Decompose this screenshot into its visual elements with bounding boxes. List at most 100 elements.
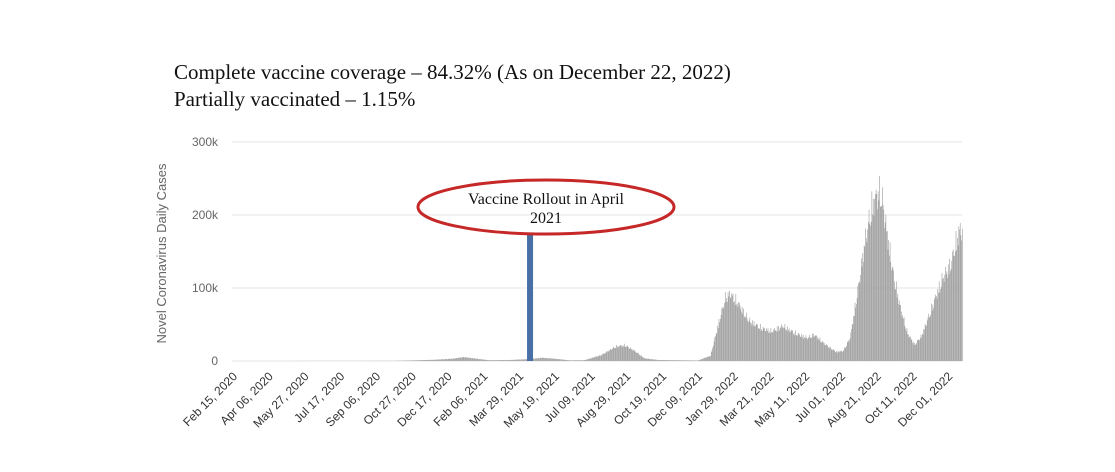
case-bar xyxy=(614,348,615,361)
case-bar xyxy=(755,325,756,361)
case-bar xyxy=(820,342,821,361)
case-bar xyxy=(480,359,482,361)
case-bar xyxy=(624,346,626,361)
case-bar xyxy=(926,320,928,361)
case-bar xyxy=(839,351,840,361)
case-bar xyxy=(560,359,562,361)
case-bar xyxy=(593,357,595,361)
case-bar xyxy=(536,358,537,361)
case-bar xyxy=(962,228,963,361)
case-bar xyxy=(669,360,671,361)
case-bar xyxy=(619,345,620,361)
case-bar xyxy=(737,306,739,361)
case-bar xyxy=(603,353,605,361)
case-bar xyxy=(768,333,770,361)
case-bar xyxy=(672,360,674,361)
daily-case-bars xyxy=(232,175,963,361)
case-bar xyxy=(882,187,883,361)
case-bar xyxy=(752,320,753,361)
case-bar xyxy=(771,332,772,361)
case-bar xyxy=(658,360,659,361)
case-bar xyxy=(803,338,805,361)
case-bar xyxy=(469,357,471,361)
case-bar xyxy=(849,341,850,361)
case-bar xyxy=(961,240,962,361)
case-bar xyxy=(810,337,812,361)
case-bar xyxy=(562,359,563,361)
case-bar xyxy=(767,330,768,361)
case-bar xyxy=(686,360,688,361)
case-bar xyxy=(693,360,695,361)
case-bar xyxy=(453,358,455,361)
case-bar xyxy=(786,331,788,361)
case-bar xyxy=(539,358,540,361)
case-bar xyxy=(640,355,642,361)
case-bar xyxy=(551,358,552,361)
case-bar xyxy=(892,266,894,361)
case-bar xyxy=(674,360,676,361)
case-bar xyxy=(451,358,453,361)
case-bar xyxy=(787,326,789,361)
case-bar xyxy=(951,260,953,361)
case-bar xyxy=(445,358,446,361)
case-bar xyxy=(776,326,778,361)
case-bar xyxy=(641,356,643,361)
case-bar xyxy=(881,205,882,361)
case-bar xyxy=(846,345,847,361)
case-bar xyxy=(613,346,615,361)
y-axis-label: Novel Coronavirus Daily Cases xyxy=(154,163,169,343)
case-bar xyxy=(607,351,609,361)
case-bar xyxy=(773,329,774,361)
case-bar xyxy=(558,359,559,361)
case-bar xyxy=(878,200,880,361)
case-bar xyxy=(645,358,646,361)
case-bar xyxy=(730,298,732,361)
case-bar xyxy=(785,329,787,361)
case-bar xyxy=(447,359,448,361)
case-bar xyxy=(937,289,939,361)
case-bar xyxy=(869,223,871,361)
case-bar xyxy=(606,352,608,361)
case-bar xyxy=(924,329,925,361)
case-bar xyxy=(546,358,548,361)
case-bar xyxy=(818,338,819,361)
case-bar xyxy=(579,360,580,361)
case-bar xyxy=(778,330,780,361)
case-bar xyxy=(621,345,622,361)
case-bar xyxy=(750,322,751,361)
case-bar xyxy=(466,357,468,361)
case-bar xyxy=(418,360,420,361)
case-bar xyxy=(928,313,929,361)
case-bar xyxy=(766,328,767,361)
case-bar xyxy=(854,316,855,361)
case-bar xyxy=(436,359,437,361)
case-bar xyxy=(713,341,715,361)
case-bar xyxy=(652,359,654,361)
case-bar xyxy=(412,360,413,361)
case-bar xyxy=(856,304,857,361)
case-bar xyxy=(692,360,694,361)
case-bar xyxy=(469,357,470,361)
case-bar xyxy=(582,360,584,361)
case-bar xyxy=(758,327,760,361)
case-bar xyxy=(696,360,698,361)
case-bar xyxy=(666,360,667,361)
case-bar xyxy=(690,360,692,361)
case-bar xyxy=(520,359,521,361)
case-bar xyxy=(551,358,553,361)
case-bar xyxy=(513,359,515,361)
case-bar xyxy=(757,324,758,361)
case-bar xyxy=(485,359,487,361)
case-bar xyxy=(913,344,915,361)
case-bar xyxy=(696,360,697,361)
case-bar xyxy=(492,360,494,361)
case-bar xyxy=(871,191,873,361)
case-bar xyxy=(914,342,915,361)
case-bar xyxy=(586,359,587,361)
case-bar xyxy=(463,356,465,361)
case-bar xyxy=(711,350,713,361)
case-bar xyxy=(915,344,917,361)
case-bar xyxy=(459,357,460,361)
case-bar xyxy=(555,359,557,361)
case-bar xyxy=(546,357,547,361)
